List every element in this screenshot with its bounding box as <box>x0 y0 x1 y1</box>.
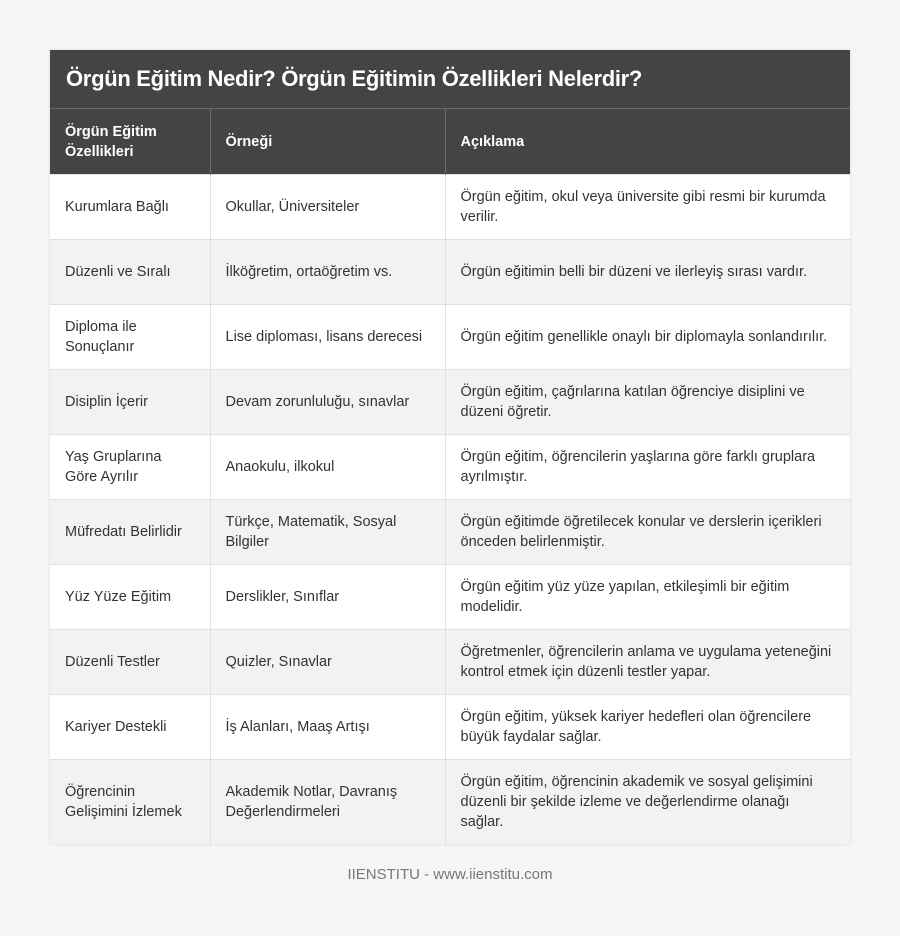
cell-example: İş Alanları, Maaş Artışı <box>209 694 445 760</box>
cell-example: Akademik Notlar, Davranış Değerlendirmel… <box>209 759 445 844</box>
cell-description: Örgün eğitim, yüksek kariyer hedefleri o… <box>444 694 850 760</box>
cell-description: Öğretmenler, öğrencilerin anlama ve uygu… <box>444 629 850 695</box>
cell-example: Devam zorunluluğu, sınavlar <box>209 369 445 435</box>
footer-credit: IIENSTITU - www.iienstitu.com <box>347 866 553 883</box>
cell-example: Okullar, Üniversiteler <box>209 174 445 240</box>
table-row: Müfredatı Belirlidir Türkçe, Matematik, S… <box>50 499 850 565</box>
column-header-description: Açıklama <box>444 108 850 175</box>
cell-feature: Öğrencinin Gelişimini İzlemek <box>50 759 210 844</box>
cell-example: Anaokulu, ilkokul <box>209 434 445 500</box>
cell-feature: Düzenli ve Sıralı <box>50 239 210 305</box>
cell-description: Örgün eğitimin belli bir düzeni ve ilerl… <box>444 239 850 305</box>
cell-feature: Kariyer Destekli <box>50 694 210 760</box>
table-row: Öğrencinin Gelişimini İzlemek Akademik No… <box>50 759 850 844</box>
table-row: Kariyer Destekli İş Alanları, Maaş Artışı… <box>50 694 850 760</box>
column-header-example: Örneği <box>209 108 445 175</box>
table-row: Disiplin İçerir Devam zorunluluğu, sınavl… <box>50 369 850 435</box>
table-row: Yaş Gruplarına Göre Ayrılır Anaokulu, ilk… <box>50 434 850 500</box>
cell-description: Örgün eğitim genellikle onaylı bir diplo… <box>444 304 850 370</box>
cell-feature: Düzenli Testler <box>50 629 210 695</box>
cell-description: Örgün eğitim, öğrencinin akademik ve sos… <box>444 759 850 844</box>
cell-example: Derslikler, Sınıflar <box>209 564 445 630</box>
cell-feature: Yüz Yüze Eğitim <box>50 564 210 630</box>
cell-feature: Yaş Gruplarına Göre Ayrılır <box>50 434 210 500</box>
cell-description: Örgün eğitim, okul veya üniversite gibi … <box>444 174 850 240</box>
cell-description: Örgün eğitim, öğrencilerin yaşlarına gör… <box>444 434 850 500</box>
features-table: Örgün Eğitim Özellikleri Örneği Açıklama… <box>50 108 850 844</box>
table-row: Diploma ile Sonuçlanır Lise diploması, li… <box>50 304 850 370</box>
cell-example: Lise diploması, lisans derecesi <box>209 304 445 370</box>
cell-feature: Disiplin İçerir <box>50 369 210 435</box>
header-row: Örgün Eğitim Özellikleri Örneği Açıklama <box>50 108 850 175</box>
column-header-feature: Örgün Eğitim Özellikleri <box>50 108 210 175</box>
cell-feature: Diploma ile Sonuçlanır <box>50 304 210 370</box>
cell-example: Quizler, Sınavlar <box>209 629 445 695</box>
table-row: Düzenli ve Sıralı İlköğretim, ortaöğretim… <box>50 239 850 305</box>
table-container: Örgün Eğitim Nedir? Örgün Eğitimin Özell… <box>50 50 850 844</box>
cell-feature: Müfredatı Belirlidir <box>50 499 210 565</box>
table-row: Kurumlara Bağlı Okullar, Üniversiteler Örg… <box>50 174 850 240</box>
cell-example: Türkçe, Matematik, Sosyal Bilgiler <box>209 499 445 565</box>
cell-example: İlköğretim, ortaöğretim vs. <box>209 239 445 305</box>
cell-description: Örgün eğitim, çağrılarına katılan öğrenc… <box>444 369 850 435</box>
cell-description: Örgün eğitim yüz yüze yapılan, etkileşim… <box>444 564 850 630</box>
table-row: Yüz Yüze Eğitim Derslikler, Sınıflar Örgün… <box>50 564 850 630</box>
cell-description: Örgün eğitimde öğretilecek konular ve de… <box>444 499 850 565</box>
table-row: Düzenli Testler Quizler, Sınavlar Öğretmen… <box>50 629 850 695</box>
page-title: Örgün Eğitim Nedir? Örgün Eğitimin Özell… <box>50 50 850 108</box>
cell-feature: Kurumlara Bağlı <box>50 174 210 240</box>
